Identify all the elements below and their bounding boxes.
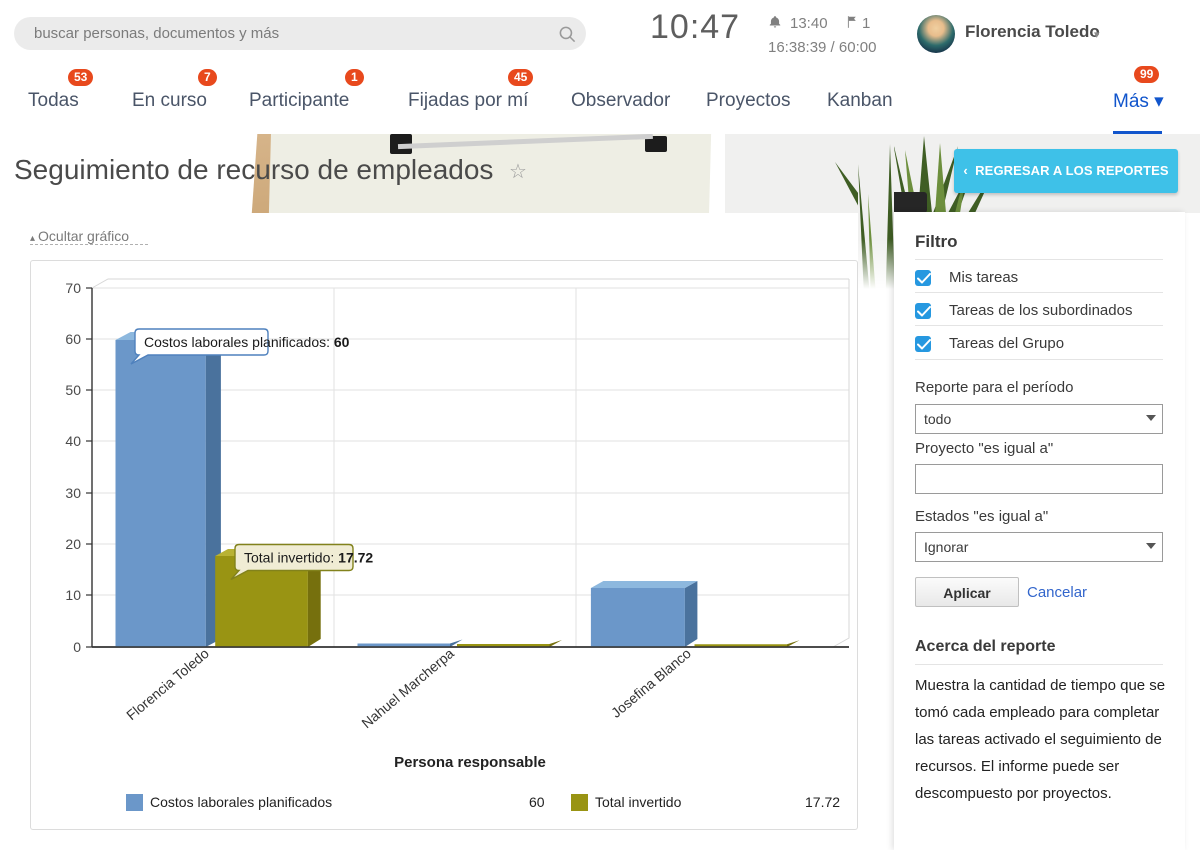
svg-text:60: 60 [65, 331, 81, 347]
svg-text:17.72: 17.72 [805, 794, 840, 810]
svg-text:Josefina Blanco: Josefina Blanco [608, 645, 694, 721]
svg-text:70: 70 [65, 280, 81, 296]
svg-text:60: 60 [529, 794, 545, 810]
svg-text:50: 50 [65, 382, 81, 398]
svg-text:Costos laborales planificados: Costos laborales planificados [150, 794, 332, 810]
svg-text:Nahuel Marcherpa: Nahuel Marcherpa [358, 645, 457, 731]
svg-text:40: 40 [65, 433, 81, 449]
svg-text:Florencia Toledo: Florencia Toledo [123, 645, 212, 723]
svg-text:Total invertido: 17.72: Total invertido: 17.72 [244, 550, 373, 566]
svg-text:10: 10 [65, 587, 81, 603]
svg-text:Costos laborales planificados:: Costos laborales planificados: 60 [144, 334, 350, 350]
svg-text:0: 0 [73, 639, 81, 655]
svg-text:Total invertido: Total invertido [595, 794, 682, 810]
svg-text:30: 30 [65, 485, 81, 501]
svg-text:20: 20 [65, 536, 81, 552]
svg-text:Persona responsable: Persona responsable [394, 754, 546, 771]
